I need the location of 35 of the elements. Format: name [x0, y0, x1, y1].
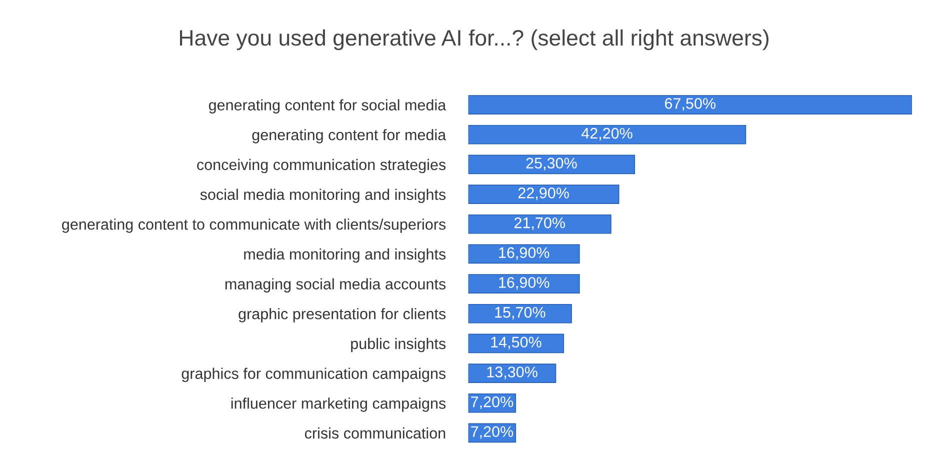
data-label: 16,90% [499, 247, 550, 260]
bar [468, 244, 580, 264]
data-label: 16,90% [499, 277, 550, 290]
y-tick-label: generating content to communicate with clients/superiors [62, 218, 446, 233]
y-tick-label: social media monitoring and insights [200, 188, 446, 203]
bar [468, 334, 564, 354]
bar [468, 184, 620, 204]
data-label: 13,30% [487, 366, 538, 380]
y-tick-label: managing social media accounts [225, 278, 446, 292]
data-label: 42,20% [581, 128, 632, 141]
bar [468, 154, 636, 174]
data-label: 7,20% [471, 426, 514, 439]
chart-title: Have you used generative AI for...? (select all right answers) [180, 29, 768, 50]
data-label: 22,90% [518, 188, 569, 200]
y-tick-label: crisis communication [304, 427, 446, 439]
bar [468, 274, 580, 294]
data-label: 15,70% [495, 306, 546, 320]
data-label: 67,50% [665, 98, 716, 111]
y-tick-label: graphic presentation for clients [238, 308, 446, 322]
data-label: 25,30% [526, 158, 577, 170]
data-label: 21,70% [514, 217, 565, 230]
data-label: 7,20% [471, 396, 514, 410]
y-tick-label: graphics for communication campaigns [182, 368, 446, 382]
bar [468, 95, 912, 114]
y-tick-label: generating content for media [252, 129, 446, 144]
y-tick-label: media monitoring and insights [244, 248, 446, 263]
bar [468, 304, 572, 324]
data-label: 14,50% [491, 336, 542, 350]
y-tick-label: public insights [351, 338, 446, 352]
y-tick-label: conceiving communication strategies [197, 158, 446, 174]
bar [468, 364, 556, 383]
bar [468, 124, 746, 144]
bar [468, 214, 612, 234]
y-tick-label: influencer marketing campaigns [231, 398, 446, 412]
y-tick-label: generating content for social media [208, 99, 446, 114]
